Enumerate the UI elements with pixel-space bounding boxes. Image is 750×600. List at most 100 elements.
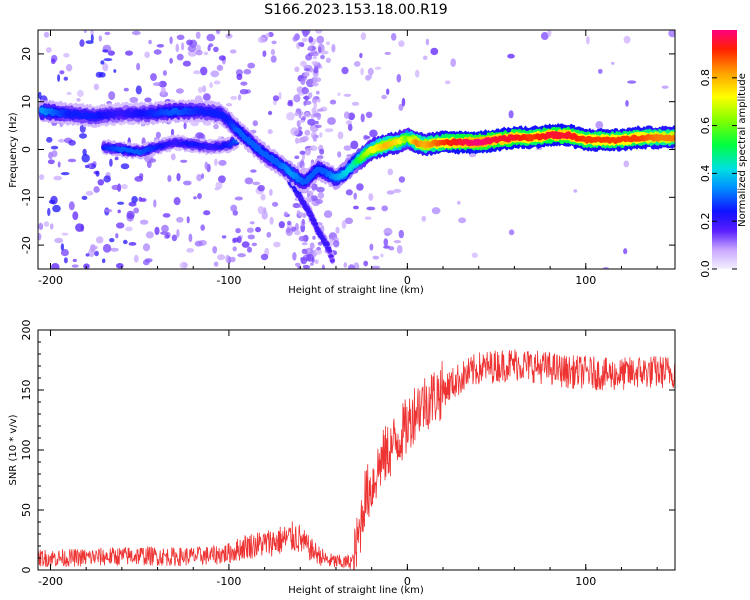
y-tick-label: 10 <box>20 95 33 109</box>
noise-blob <box>386 190 395 195</box>
noise-blob <box>193 196 197 200</box>
noise-blob <box>235 228 241 234</box>
noise-blob <box>150 73 157 82</box>
y-tick-label: 200 <box>20 320 33 341</box>
noise-blob <box>218 175 226 184</box>
noise-blob <box>251 242 257 247</box>
noise-blob <box>97 179 105 186</box>
noise-blob <box>364 216 372 220</box>
snr-marks <box>38 349 675 570</box>
noise-blob <box>202 85 207 93</box>
noise-blob <box>252 120 258 127</box>
noise-blob <box>179 261 188 269</box>
noise-blob <box>213 123 219 130</box>
noise-blob <box>53 175 63 181</box>
noise-blob <box>374 66 382 70</box>
noise-blob <box>304 95 309 102</box>
y-tick-label: -20 <box>20 236 33 254</box>
noise-blob <box>48 199 56 204</box>
noise-blob <box>303 72 310 77</box>
noise-blob <box>316 186 325 193</box>
noise-blob <box>398 103 404 111</box>
noise-blob <box>128 242 137 246</box>
noise-blob <box>193 70 201 75</box>
colorbar-tick-label: 0.6 <box>699 117 712 135</box>
noise-blob <box>229 256 236 263</box>
noise-blob <box>149 158 157 163</box>
noise-blob <box>43 31 50 38</box>
noise-blob <box>307 190 314 197</box>
snr-series-line <box>38 349 675 570</box>
noise-blob <box>95 170 100 177</box>
noise-blob <box>317 108 324 112</box>
noise-blob <box>57 138 65 143</box>
noise-blob <box>102 243 112 253</box>
noise-blob <box>300 257 305 261</box>
snr-y-ticks: 0 50 100 150 200 <box>20 320 675 574</box>
noise-blob <box>421 215 427 222</box>
noise-blob <box>298 113 302 119</box>
noise-blob <box>266 231 272 238</box>
noise-blob <box>198 86 203 94</box>
noise-blob <box>187 45 197 52</box>
noise-blob <box>398 176 406 183</box>
colorbar: 0.0 0.2 0.4 0.6 0.8 Normalized spectral ampl… <box>699 30 748 278</box>
noise-blob <box>312 56 318 60</box>
noise-blob <box>298 212 305 217</box>
noise-blob <box>329 99 337 105</box>
noise-blob <box>308 36 314 43</box>
noise-blob <box>269 188 273 196</box>
spectrogram-y-label: Frequency (Hz) <box>8 112 19 188</box>
noise-blob <box>213 46 219 53</box>
descending-branch-mark <box>303 207 310 211</box>
noise-blob <box>450 58 457 67</box>
colorbar-tick-label: 0.2 <box>699 212 712 230</box>
noise-blob <box>625 100 629 107</box>
noise-blob <box>153 82 162 86</box>
noise-blob <box>308 92 313 99</box>
noise-blob <box>72 211 79 221</box>
noise-blob <box>304 68 311 72</box>
noise-blob <box>125 226 133 232</box>
noise-blob <box>319 148 325 155</box>
noise-blob <box>257 206 265 215</box>
y-tick-label: 150 <box>20 380 33 401</box>
noise-blob <box>207 45 211 52</box>
noise-blob <box>319 132 323 138</box>
noise-blob <box>209 82 214 89</box>
noise-blob <box>216 64 224 71</box>
noise-blob <box>304 129 311 136</box>
y-tick-label: 20 <box>20 47 33 61</box>
noise-blob <box>271 40 277 45</box>
noise-blob <box>301 37 308 42</box>
noise-blob <box>217 254 226 261</box>
noise-blob <box>368 74 373 79</box>
noise-blob <box>623 248 628 255</box>
noise-blob <box>292 36 298 42</box>
noise-blob <box>103 58 113 62</box>
noise-blob <box>125 50 133 56</box>
noise-blob <box>313 102 318 110</box>
noise-blob <box>93 83 100 91</box>
noise-blob <box>210 70 220 78</box>
noise-blob <box>239 89 249 95</box>
noise-blob <box>142 259 150 266</box>
noise-blob <box>57 161 61 168</box>
colorbar-label: Normalized spectral amplitude <box>737 73 748 227</box>
noise-blob <box>71 264 79 268</box>
noise-blob <box>308 45 313 51</box>
noise-blob <box>541 32 549 40</box>
noise-blob <box>237 94 242 101</box>
descending-branch-mark <box>311 218 317 222</box>
descending-branch-mark <box>328 254 334 258</box>
noise-blob <box>232 246 237 252</box>
noise-blob <box>337 131 344 140</box>
noise-blob <box>380 253 384 258</box>
noise-blob <box>292 251 297 261</box>
noise-blob <box>347 190 353 196</box>
noise-blob <box>302 115 306 121</box>
noise-blob <box>155 131 161 139</box>
spectrogram-x-ticks: -200 -100 0 100 <box>38 30 658 287</box>
noise-blob <box>343 145 352 151</box>
noise-blob <box>83 30 87 34</box>
